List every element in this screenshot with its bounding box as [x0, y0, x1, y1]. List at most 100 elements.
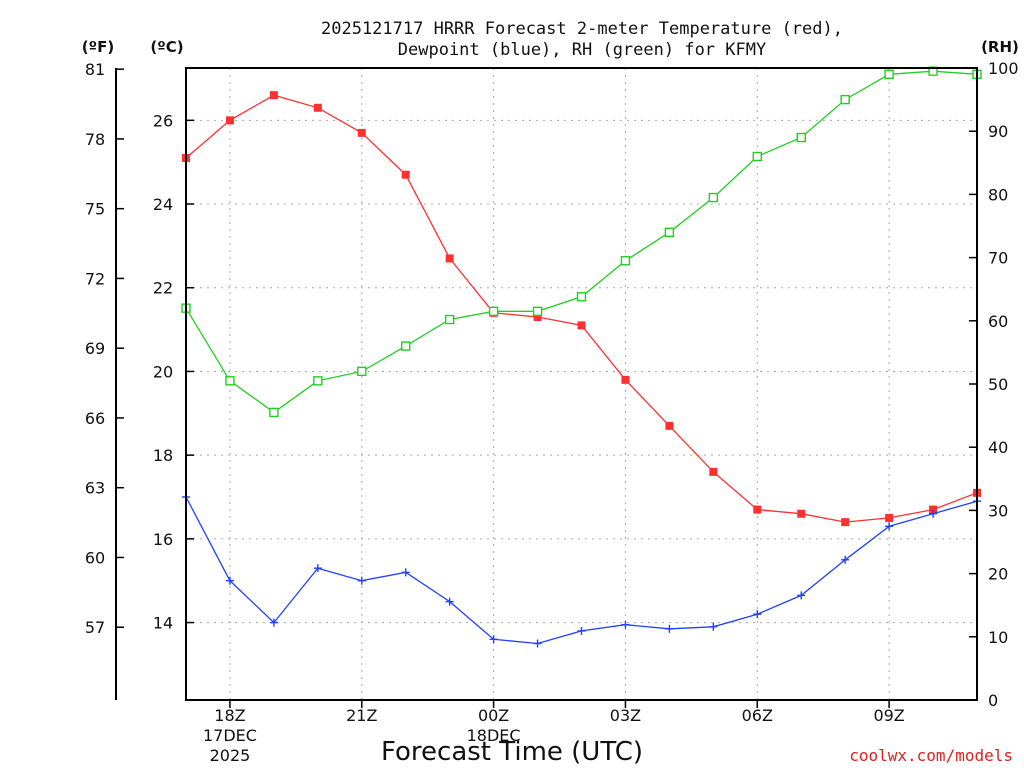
rh-point [225, 376, 235, 386]
temperature-point [313, 103, 322, 112]
dewpoint-point [225, 576, 234, 585]
dewpoint-point [665, 624, 674, 633]
dewpoint-point [797, 591, 806, 600]
f-tick-label: 72 [85, 269, 105, 288]
rh-point [708, 192, 719, 203]
rh-point [620, 256, 631, 266]
f-tick-label: 60 [85, 548, 105, 567]
grid-lines [186, 68, 977, 700]
temperature-point [577, 321, 586, 330]
x-tick-date-label: 17DEC [203, 726, 257, 745]
rh-point [664, 227, 675, 238]
rh-point [840, 94, 850, 105]
x-tick-label: 03Z [610, 706, 641, 725]
rh-point [313, 376, 323, 386]
x-tick-label: 09Z [873, 706, 904, 725]
unit-label-rh: (RH) [981, 38, 1019, 56]
temperature-point [885, 513, 894, 522]
dewpoint-point [929, 509, 938, 518]
temperature-point [665, 421, 674, 430]
unit-label-celsius: (ºC) [150, 38, 183, 56]
rh-tick-label: 30 [988, 501, 1008, 520]
c-tick-label: 20 [153, 362, 173, 381]
f-tick-label: 57 [85, 618, 105, 637]
temperature-point [225, 116, 234, 125]
temperature-point [357, 128, 366, 137]
temperature-point [445, 254, 454, 263]
f-tick-label: 75 [85, 200, 105, 219]
rh-point [269, 407, 279, 418]
x-axis-label: Forecast Time (UTC) [381, 737, 643, 767]
unit-label-fahrenheit: (ºF) [82, 38, 114, 56]
rh-line [185, 70, 978, 414]
dewpoint-line [185, 496, 978, 645]
fahrenheit-ticks: 81 78 75 72 69 66 63 60 57 [85, 60, 124, 637]
rh-tick-label: 90 [988, 122, 1008, 141]
plot-frame [185, 67, 978, 701]
dewpoint-point [621, 620, 630, 629]
dewpoint-point [577, 626, 586, 635]
c-tick-label: 24 [153, 195, 173, 214]
rh-tick-label: 70 [988, 249, 1008, 268]
dewpoint-point [709, 622, 718, 631]
x-tick-label: 06Z [742, 706, 773, 725]
rh-point [796, 132, 806, 143]
f-tick-label: 78 [85, 130, 105, 149]
temperature-point [753, 505, 762, 514]
rh-point [401, 341, 411, 351]
temperature-point [797, 509, 806, 518]
series-group [181, 66, 982, 648]
dewpoint-point [269, 618, 278, 627]
dewpoint-point [445, 597, 454, 606]
c-tick-label: 26 [153, 111, 173, 130]
x-tick-label: 18Z [214, 706, 245, 725]
f-tick-label: 66 [85, 409, 105, 428]
x-tick-year-label: 2025 [210, 746, 251, 765]
x-tick-label: 00Z [478, 706, 509, 725]
temperature-point [841, 518, 850, 527]
temperature-point [929, 505, 938, 514]
rh-tick-label: 60 [988, 312, 1008, 331]
rh-point [752, 151, 762, 162]
temperature-point [621, 375, 630, 384]
rh-tick-label: 80 [988, 185, 1008, 204]
dewpoint-point [357, 576, 366, 585]
f-tick-label: 69 [85, 339, 105, 358]
temperature-point [709, 467, 718, 476]
dewpoint-point [533, 639, 542, 648]
dewpoint-point [401, 568, 410, 577]
celsius-ticks: 26 24 22 20 18 16 14 [153, 111, 194, 633]
f-tick-label: 63 [85, 479, 105, 498]
c-tick-label: 16 [153, 530, 173, 549]
rh-tick-label: 50 [988, 375, 1008, 394]
rh-point [357, 366, 367, 377]
temperature-point [269, 91, 278, 100]
c-tick-label: 18 [153, 446, 173, 465]
temperature-line [185, 94, 978, 523]
c-tick-label: 22 [153, 279, 173, 298]
rh-point [884, 69, 894, 80]
rh-tick-label: 40 [988, 438, 1008, 457]
f-tick-label: 81 [85, 60, 105, 79]
rh-point [576, 292, 587, 302]
rh-tick-label: 20 [988, 565, 1008, 584]
dewpoint-point [489, 635, 498, 644]
dewpoint-point [885, 522, 894, 531]
rh-point [532, 306, 543, 317]
rh-tick-label: 10 [988, 628, 1008, 647]
rh-tick-label: 0 [988, 691, 998, 710]
temperature-point [401, 170, 410, 179]
rh-point [488, 306, 499, 317]
chart-title-line1: 2025121717 HRRR Forecast 2-meter Tempera… [321, 19, 843, 39]
rh-tick-label: 100 [988, 59, 1019, 78]
dewpoint-point [753, 610, 762, 619]
dewpoint-point [841, 555, 850, 564]
chart-title-line2: Dewpoint (blue), RH (green) for KFMY [398, 40, 766, 60]
credit-text: coolwx.com/models [849, 746, 1013, 765]
x-tick-date-label: 18DEC [467, 726, 521, 745]
rh-point [444, 314, 455, 325]
temperature-point [533, 313, 542, 322]
